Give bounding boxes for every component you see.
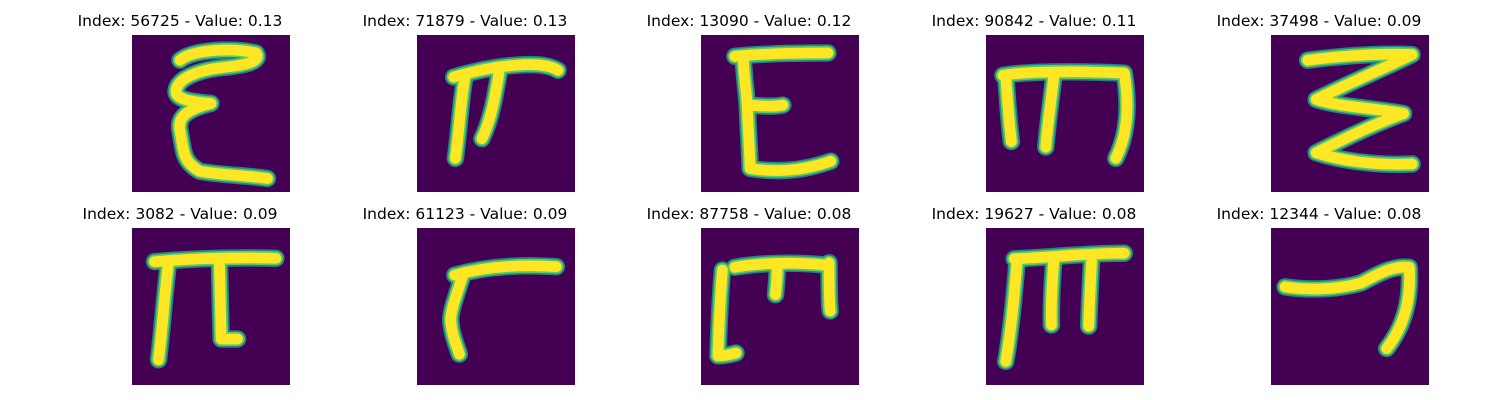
glyph-stroke (735, 53, 828, 56)
glyph-image (1271, 35, 1429, 192)
glyph-image (986, 35, 1144, 192)
image-panel: Index: 71879 - Value: 0.13 (315, 0, 615, 195)
glyph-image (417, 35, 575, 192)
panel-title: Index: 56725 - Value: 0.13 (30, 11, 330, 31)
glyph-stroke (1051, 262, 1053, 325)
glyph-stroke (1006, 77, 1012, 141)
glyph-stroke (1089, 262, 1092, 326)
panel-title: Index: 71879 - Value: 0.13 (315, 11, 615, 31)
image-panel: Index: 56725 - Value: 0.13 (30, 0, 330, 195)
glyph-stroke (775, 267, 777, 294)
image-panel: Index: 12344 - Value: 0.08 (1169, 193, 1469, 388)
panel-title: Index: 90842 - Value: 0.11 (884, 11, 1184, 31)
glyph-image (701, 35, 859, 192)
image-panel: Index: 3082 - Value: 0.09 (30, 193, 330, 388)
image-panel: Index: 37498 - Value: 0.09 (1169, 0, 1469, 195)
glyph-image (1271, 228, 1429, 385)
image-background (417, 228, 575, 385)
panel-title: Index: 13090 - Value: 0.12 (599, 11, 899, 31)
glyph-stroke (1014, 253, 1124, 259)
image-panel: Index: 61123 - Value: 0.09 (315, 193, 615, 388)
panel-title: Index: 3082 - Value: 0.09 (30, 204, 330, 224)
glyph-stroke (829, 263, 830, 311)
panel-title: Index: 19627 - Value: 0.08 (884, 204, 1184, 224)
image-panel: Index: 13090 - Value: 0.12 (599, 0, 899, 195)
panel-title: Index: 61123 - Value: 0.09 (315, 204, 615, 224)
image-panel: Index: 19627 - Value: 0.08 (884, 193, 1184, 388)
glyph-image (417, 228, 575, 385)
image-panel: Index: 90842 - Value: 0.11 (884, 0, 1184, 195)
glyph-image (986, 228, 1144, 385)
panel-title: Index: 37498 - Value: 0.09 (1169, 11, 1469, 31)
glyph-image (701, 228, 859, 385)
panel-title: Index: 12344 - Value: 0.08 (1169, 204, 1469, 224)
image-panel: Index: 87758 - Value: 0.08 (599, 193, 899, 388)
glyph-image (132, 228, 290, 385)
panel-title: Index: 87758 - Value: 0.08 (599, 204, 899, 224)
glyph-image (132, 35, 290, 192)
